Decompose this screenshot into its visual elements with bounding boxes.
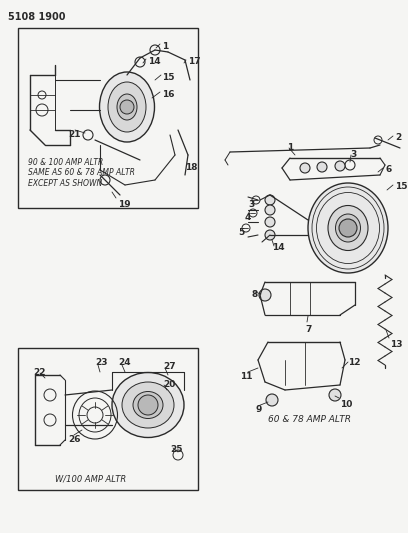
Text: 6: 6 — [385, 165, 391, 174]
Text: 14: 14 — [148, 57, 161, 66]
Ellipse shape — [122, 382, 174, 428]
Text: 15: 15 — [395, 182, 408, 191]
Text: 7: 7 — [305, 325, 311, 334]
Text: 16: 16 — [162, 90, 175, 99]
Circle shape — [265, 195, 275, 205]
Ellipse shape — [112, 373, 184, 438]
Text: 21: 21 — [68, 130, 80, 139]
Text: 3: 3 — [350, 150, 356, 159]
Text: W/100 AMP ALTR: W/100 AMP ALTR — [55, 475, 126, 484]
Ellipse shape — [100, 72, 155, 142]
Ellipse shape — [108, 82, 146, 132]
Circle shape — [266, 394, 278, 406]
Circle shape — [339, 219, 357, 237]
Circle shape — [265, 205, 275, 215]
Text: 25: 25 — [170, 445, 182, 454]
Text: 18: 18 — [185, 163, 197, 172]
Text: 11: 11 — [240, 372, 253, 381]
Circle shape — [259, 289, 271, 301]
Text: 27: 27 — [163, 362, 175, 371]
Ellipse shape — [308, 183, 388, 273]
Text: 90 & 100 AMP ALTR
SAME AS 60 & 78 AMP ALTR
EXCEPT AS SHOWN: 90 & 100 AMP ALTR SAME AS 60 & 78 AMP AL… — [28, 158, 135, 188]
Text: 17: 17 — [188, 57, 201, 66]
Circle shape — [120, 100, 134, 114]
Circle shape — [265, 217, 275, 227]
Text: 20: 20 — [163, 380, 175, 389]
Circle shape — [138, 395, 158, 415]
Circle shape — [335, 161, 345, 171]
Text: 2: 2 — [395, 133, 401, 142]
Text: 13: 13 — [390, 340, 403, 349]
Text: 60 & 78 AMP ALTR: 60 & 78 AMP ALTR — [268, 415, 351, 424]
Ellipse shape — [335, 214, 361, 242]
Text: 15: 15 — [162, 73, 175, 82]
Ellipse shape — [133, 392, 163, 418]
Text: 14: 14 — [272, 243, 285, 252]
Text: 8: 8 — [252, 290, 258, 299]
Text: 3: 3 — [248, 200, 254, 209]
Text: 26: 26 — [68, 435, 80, 444]
Text: 23: 23 — [95, 358, 107, 367]
Ellipse shape — [328, 206, 368, 251]
Text: 12: 12 — [348, 358, 361, 367]
Text: 22: 22 — [33, 368, 46, 377]
Text: 1: 1 — [162, 42, 168, 51]
Text: 1: 1 — [287, 143, 293, 152]
Text: 5108 1900: 5108 1900 — [8, 12, 66, 22]
Circle shape — [317, 162, 327, 172]
Text: 9: 9 — [255, 405, 262, 414]
Circle shape — [265, 230, 275, 240]
Text: 10: 10 — [340, 400, 353, 409]
Bar — [18, 28, 198, 208]
Circle shape — [300, 163, 310, 173]
Text: 19: 19 — [118, 200, 131, 209]
Text: 24: 24 — [118, 358, 131, 367]
Ellipse shape — [117, 94, 137, 120]
Circle shape — [329, 389, 341, 401]
Bar — [18, 348, 198, 490]
Text: 4: 4 — [245, 213, 251, 222]
Text: 5: 5 — [238, 228, 244, 237]
